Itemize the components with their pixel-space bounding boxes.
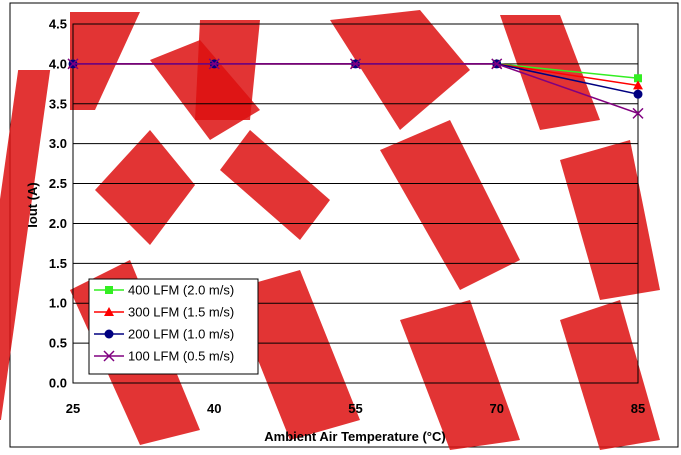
y-tick-label: 3.0: [49, 136, 67, 151]
data-point: [491, 58, 503, 70]
y-tick-label: 3.5: [49, 96, 67, 111]
series-layer: [67, 58, 644, 119]
legend-label: 400 LFM (2.0 m/s): [128, 283, 234, 298]
x-tick-label: 85: [631, 401, 645, 416]
y-tick-label: 2.5: [49, 176, 67, 191]
y-tick-label: 1.5: [49, 256, 67, 271]
legend: 400 LFM (2.0 m/s) 300 LFM (1.5 m/s) 200 LF…: [88, 278, 259, 375]
legend-marker: [104, 329, 114, 339]
data-point: [208, 58, 220, 70]
x-tick-label: 55: [348, 401, 362, 416]
data-point: [67, 58, 79, 70]
data-point: [633, 80, 643, 90]
plot-area: [72, 23, 639, 384]
legend-item: 400 LFM (2.0 m/s): [94, 283, 234, 298]
y-tick-labels: 0.0 0.5 1.0 1.5 2.0 2.5 3.0 3.5 4.0 4.5: [49, 17, 67, 391]
data-point: [632, 107, 644, 119]
y-tick-label: 2.0: [49, 216, 67, 231]
data-point: [633, 89, 643, 99]
series-3: [67, 58, 644, 119]
y-tick-label: 4.0: [49, 56, 67, 71]
legend-item: 300 LFM (1.5 m/s): [94, 305, 234, 320]
legend-marker: [104, 307, 114, 316]
x-tick-labels: 25 40 55 70 85: [66, 401, 645, 416]
gridlines: [73, 63, 638, 344]
legend-item: 200 LFM (1.0 m/s): [94, 327, 234, 342]
y-tick-label: 1.0: [49, 296, 67, 311]
x-axis-title: Ambient Air Temperature (°C): [264, 429, 445, 444]
legend-box: [88, 278, 259, 375]
data-point: [349, 58, 362, 70]
legend-marker: [103, 350, 115, 362]
y-axis-title: Iout (A): [25, 182, 40, 227]
x-tick-label: 40: [207, 401, 221, 416]
data-point: [634, 74, 642, 83]
legend-item: 100 LFM (0.5 m/s): [94, 349, 234, 364]
y-tick-label: 0.0: [49, 376, 67, 391]
legend-label: 300 LFM (1.5 m/s): [128, 305, 234, 320]
legend-marker: [105, 286, 113, 294]
y-tick-label: 4.5: [49, 17, 67, 32]
x-tick-label: 25: [66, 401, 80, 416]
legend-label: 200 LFM (1.0 m/s): [128, 327, 234, 342]
legend-label: 100 LFM (0.5 m/s): [128, 349, 234, 364]
x-tick-label: 70: [490, 401, 504, 416]
y-tick-label: 0.5: [49, 336, 67, 351]
